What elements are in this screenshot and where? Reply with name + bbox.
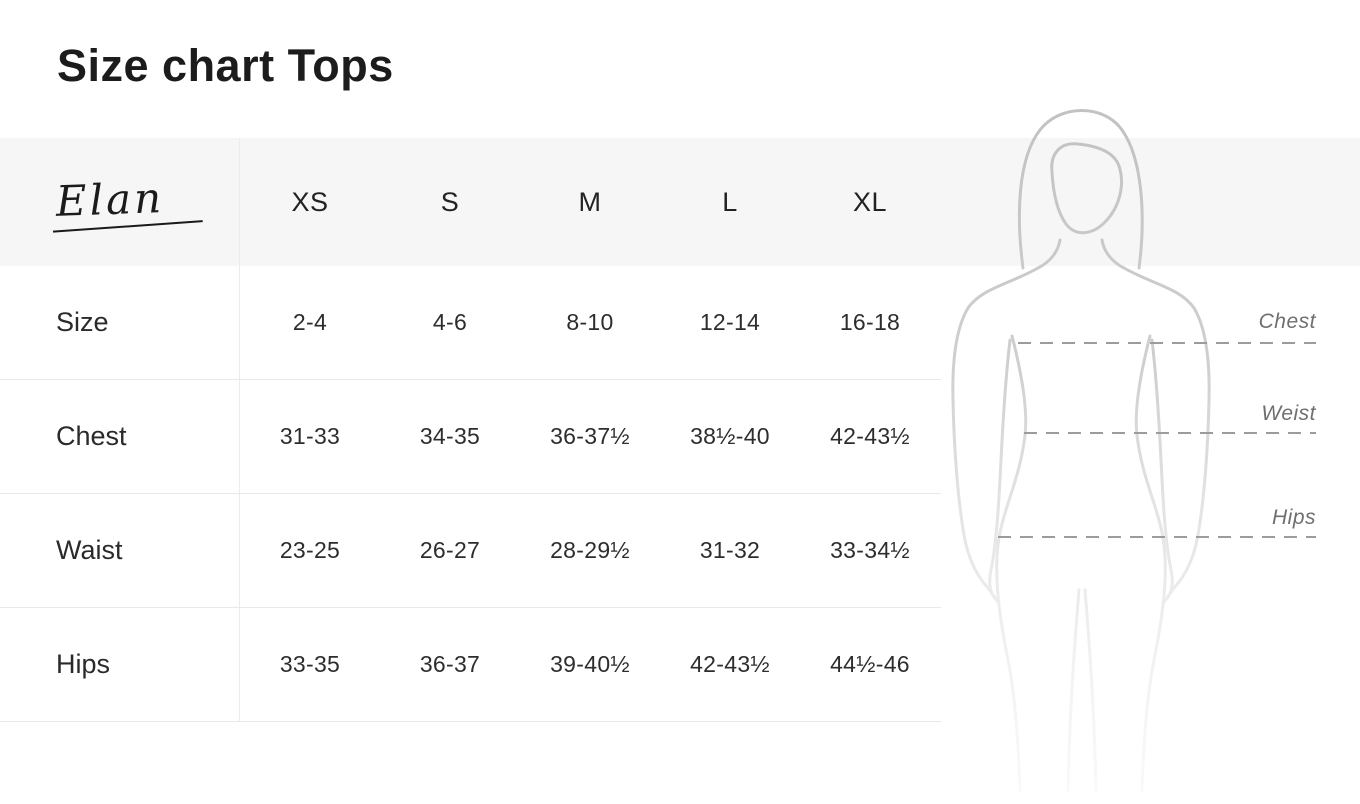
right-inner-leg bbox=[1083, 588, 1098, 792]
cell-hips-m: 39-40½ bbox=[550, 651, 630, 677]
cell-chest-m: 36-37½ bbox=[550, 423, 630, 449]
cell-waist-s: 26-27 bbox=[419, 537, 481, 563]
cell-chest-xs: 31-33 bbox=[279, 423, 341, 449]
cell-waist-xs: 23-25 bbox=[279, 537, 341, 563]
column-header-m: M bbox=[578, 186, 602, 217]
left-torso-outline bbox=[995, 334, 1028, 792]
column-header-s: S bbox=[440, 186, 460, 217]
cell-chest-xl: 42-43½ bbox=[830, 423, 910, 449]
waist-measure-label: Weist bbox=[1261, 402, 1316, 425]
right-arm-outline bbox=[1100, 238, 1211, 604]
brand-logo: Elan bbox=[52, 172, 203, 233]
left-inner-arm bbox=[988, 338, 1012, 604]
table-header-row: Elan XS S M L XL bbox=[0, 138, 941, 266]
size-table: Elan XS S M L XL Size 2-4 4-6 8-10 12-14… bbox=[0, 138, 941, 722]
cell-chest-s: 34-35 bbox=[419, 423, 481, 449]
column-header-l: L bbox=[722, 186, 738, 217]
column-header-xl: XL bbox=[852, 186, 888, 217]
brand-name: Elan bbox=[55, 172, 165, 226]
table-row-chest: Chest 31-33 34-35 36-37½ 38½-40 42-43½ bbox=[0, 380, 941, 494]
row-label-size: Size bbox=[56, 307, 109, 337]
cell-hips-l: 42-43½ bbox=[690, 651, 770, 677]
chest-measure-label: Chest bbox=[1258, 310, 1316, 333]
cell-waist-m: 28-29½ bbox=[550, 537, 630, 563]
left-arm-outline bbox=[951, 238, 1062, 604]
cell-chest-l: 38½-40 bbox=[690, 423, 770, 449]
right-torso-outline bbox=[1134, 334, 1167, 792]
cell-waist-xl: 33-34½ bbox=[830, 537, 910, 563]
cell-hips-s: 36-37 bbox=[419, 651, 481, 677]
brand-logo-cell: Elan bbox=[0, 138, 240, 266]
row-label-hips: Hips bbox=[56, 649, 111, 679]
table-row-hips: Hips 33-35 36-37 39-40½ 42-43½ 44½-46 bbox=[0, 608, 941, 722]
cell-hips-xl: 44½-46 bbox=[830, 651, 910, 677]
cell-size-xs: 2-4 bbox=[292, 309, 328, 335]
column-header-xs: XS bbox=[291, 186, 329, 217]
cell-size-xl: 16-18 bbox=[839, 309, 901, 335]
hips-measure-label: Hips bbox=[1271, 506, 1316, 529]
left-inner-leg bbox=[1066, 588, 1081, 792]
row-label-waist: Waist bbox=[56, 535, 123, 565]
right-inner-arm bbox=[1150, 338, 1174, 604]
cell-size-s: 4-6 bbox=[432, 309, 468, 335]
cell-waist-l: 31-32 bbox=[699, 537, 761, 563]
page-title: Size chart Tops bbox=[57, 40, 394, 91]
table-row-waist: Waist 23-25 26-27 28-29½ 31-32 33-34½ bbox=[0, 494, 941, 608]
cell-hips-xs: 33-35 bbox=[279, 651, 341, 677]
row-label-chest: Chest bbox=[56, 421, 127, 451]
table-row-size: Size 2-4 4-6 8-10 12-14 16-18 bbox=[0, 266, 941, 380]
cell-size-m: 8-10 bbox=[566, 309, 614, 335]
cell-size-l: 12-14 bbox=[699, 309, 761, 335]
